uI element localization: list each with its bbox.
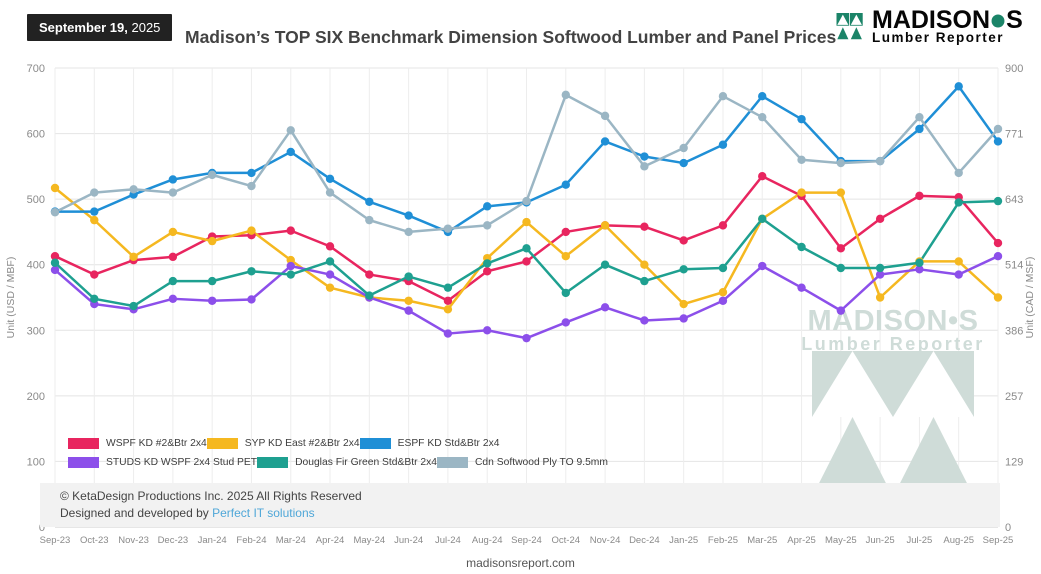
svg-text:Feb-25: Feb-25 <box>708 535 738 546</box>
svg-text:100: 100 <box>27 456 45 468</box>
svg-text:Sep-24: Sep-24 <box>511 535 542 546</box>
svg-text:Jul-25: Jul-25 <box>906 535 932 546</box>
svg-text:386: 386 <box>1005 325 1023 337</box>
svg-text:Apr-24: Apr-24 <box>316 535 345 546</box>
svg-text:Jan-24: Jan-24 <box>198 535 227 546</box>
svg-text:0: 0 <box>1005 522 1011 534</box>
svg-text:Sep-25: Sep-25 <box>983 535 1014 546</box>
svg-text:Aug-24: Aug-24 <box>472 535 503 546</box>
svg-text:Jul-24: Jul-24 <box>435 535 461 546</box>
svg-text:300: 300 <box>27 325 45 337</box>
svg-text:Unit (CAD / MSF): Unit (CAD / MSF) <box>1024 257 1036 339</box>
svg-text:Mar-25: Mar-25 <box>747 535 777 546</box>
svg-text:600: 600 <box>27 129 45 141</box>
svg-text:Apr-25: Apr-25 <box>787 535 816 546</box>
svg-text:Nov-23: Nov-23 <box>118 535 149 546</box>
svg-text:Sep-23: Sep-23 <box>40 535 71 546</box>
svg-text:Dec-24: Dec-24 <box>629 535 660 546</box>
svg-text:514: 514 <box>1005 260 1023 272</box>
svg-text:Mar-24: Mar-24 <box>276 535 306 546</box>
svg-text:643: 643 <box>1005 194 1023 206</box>
svg-text:Jan-25: Jan-25 <box>669 535 698 546</box>
svg-text:500: 500 <box>27 194 45 206</box>
svg-text:Oct-23: Oct-23 <box>80 535 109 546</box>
svg-text:MADISON•S: MADISON•S <box>808 305 979 337</box>
svg-text:257: 257 <box>1005 391 1023 403</box>
svg-text:400: 400 <box>27 260 45 272</box>
svg-text:May-24: May-24 <box>353 535 385 546</box>
svg-text:771: 771 <box>1005 129 1023 141</box>
svg-text:Jun-25: Jun-25 <box>866 535 895 546</box>
svg-text:Dec-23: Dec-23 <box>158 535 189 546</box>
svg-text:Jun-24: Jun-24 <box>394 535 423 546</box>
svg-text:Aug-25: Aug-25 <box>943 535 974 546</box>
svg-text:900: 900 <box>1005 63 1023 75</box>
svg-text:Unit (USD / MBF): Unit (USD / MBF) <box>5 257 17 339</box>
svg-text:Feb-24: Feb-24 <box>236 535 266 546</box>
svg-text:Nov-24: Nov-24 <box>590 535 621 546</box>
svg-text:May-25: May-25 <box>825 535 857 546</box>
svg-text:Oct-24: Oct-24 <box>552 535 581 546</box>
svg-text:200: 200 <box>27 391 45 403</box>
svg-text:700: 700 <box>27 63 45 75</box>
